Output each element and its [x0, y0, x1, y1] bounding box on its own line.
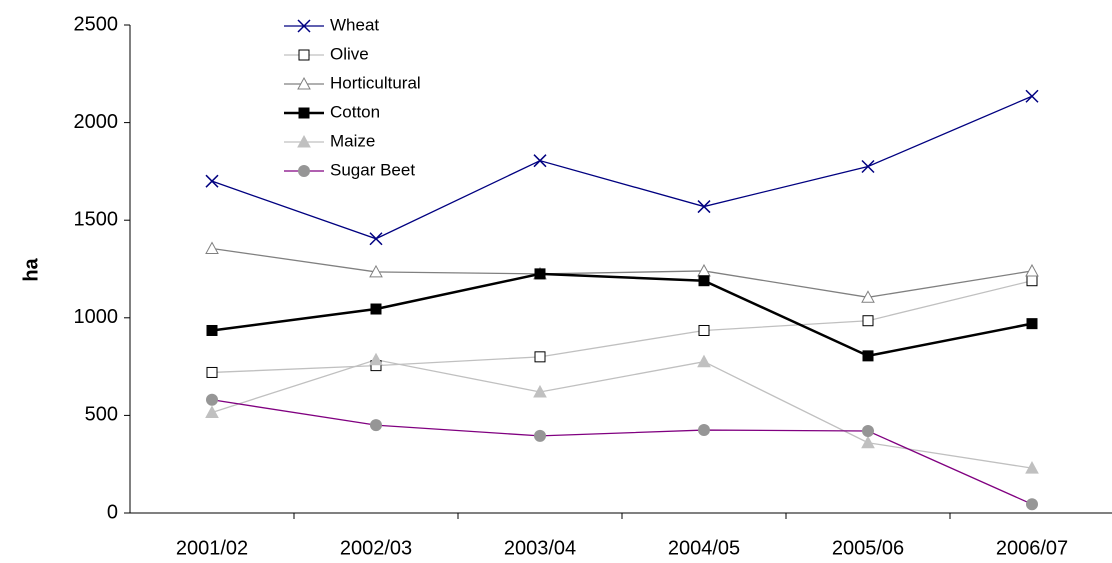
data-point: [861, 435, 875, 449]
data-point: [861, 159, 875, 174]
data-point: [205, 405, 219, 418]
data-point: [206, 393, 218, 406]
data-point: [206, 366, 218, 378]
x-tick-label: 2002/03: [340, 537, 412, 559]
data-point: [862, 315, 874, 327]
data-point: [370, 419, 382, 432]
legend-label: Cotton: [330, 102, 380, 121]
data-point: [369, 232, 383, 246]
data-point: [862, 425, 874, 438]
data-point: [861, 290, 875, 303]
y-axis-label: ha: [20, 257, 42, 281]
data-point: [1026, 498, 1038, 511]
x-tick-label: 2005/06: [832, 537, 904, 559]
data-point: [534, 268, 546, 280]
y-tick-label: 2500: [74, 13, 119, 35]
legend-label: Wheat: [330, 15, 379, 34]
data-point: [698, 324, 710, 336]
data-point: [369, 264, 383, 278]
data-point: [1026, 275, 1038, 287]
data-point: [370, 303, 382, 315]
y-tick-label: 2000: [74, 111, 119, 133]
data-point: [533, 384, 547, 398]
data-point: [1025, 89, 1039, 103]
data-point: [534, 429, 546, 442]
legend-label: Horticultural: [330, 73, 421, 92]
data-point: [697, 200, 711, 214]
legend-marker: [297, 19, 311, 33]
x-tick-label: 2004/05: [668, 537, 740, 559]
data-point: [206, 324, 218, 336]
series-line: [211, 272, 1033, 358]
data-point: [1026, 318, 1038, 330]
legend-label: Olive: [330, 44, 369, 63]
series-line: [211, 359, 1033, 469]
data-point: [205, 174, 219, 188]
data-point: [862, 350, 874, 362]
data-point: [205, 241, 219, 255]
y-tick-label: 1500: [74, 208, 119, 230]
legend-label: Sugar Beet: [330, 160, 415, 179]
x-tick-label: 2001/02: [176, 537, 248, 559]
data-point: [1025, 461, 1039, 474]
series-line: [211, 280, 1033, 374]
data-point: [698, 275, 710, 287]
legend-marker: [298, 107, 310, 119]
y-tick-label: 1000: [74, 306, 119, 328]
data-point: [1025, 263, 1039, 277]
y-tick-label: 500: [85, 404, 118, 426]
legend-marker: [297, 134, 311, 148]
legend-marker: [297, 76, 311, 90]
data-point: [369, 352, 383, 366]
x-tick-label: 2006/07: [996, 537, 1068, 559]
series-line: [211, 399, 1033, 505]
data-point: [533, 154, 547, 168]
legend-marker: [298, 165, 310, 177]
y-tick-label: 0: [107, 501, 118, 523]
x-tick-label: 2003/04: [504, 537, 576, 559]
legend-marker: [298, 49, 310, 61]
data-point: [697, 354, 711, 368]
data-point: [534, 351, 546, 363]
series-line: [211, 247, 1033, 298]
series-line: [211, 95, 1033, 240]
legend-label: Maize: [330, 131, 375, 150]
data-point: [698, 424, 710, 437]
